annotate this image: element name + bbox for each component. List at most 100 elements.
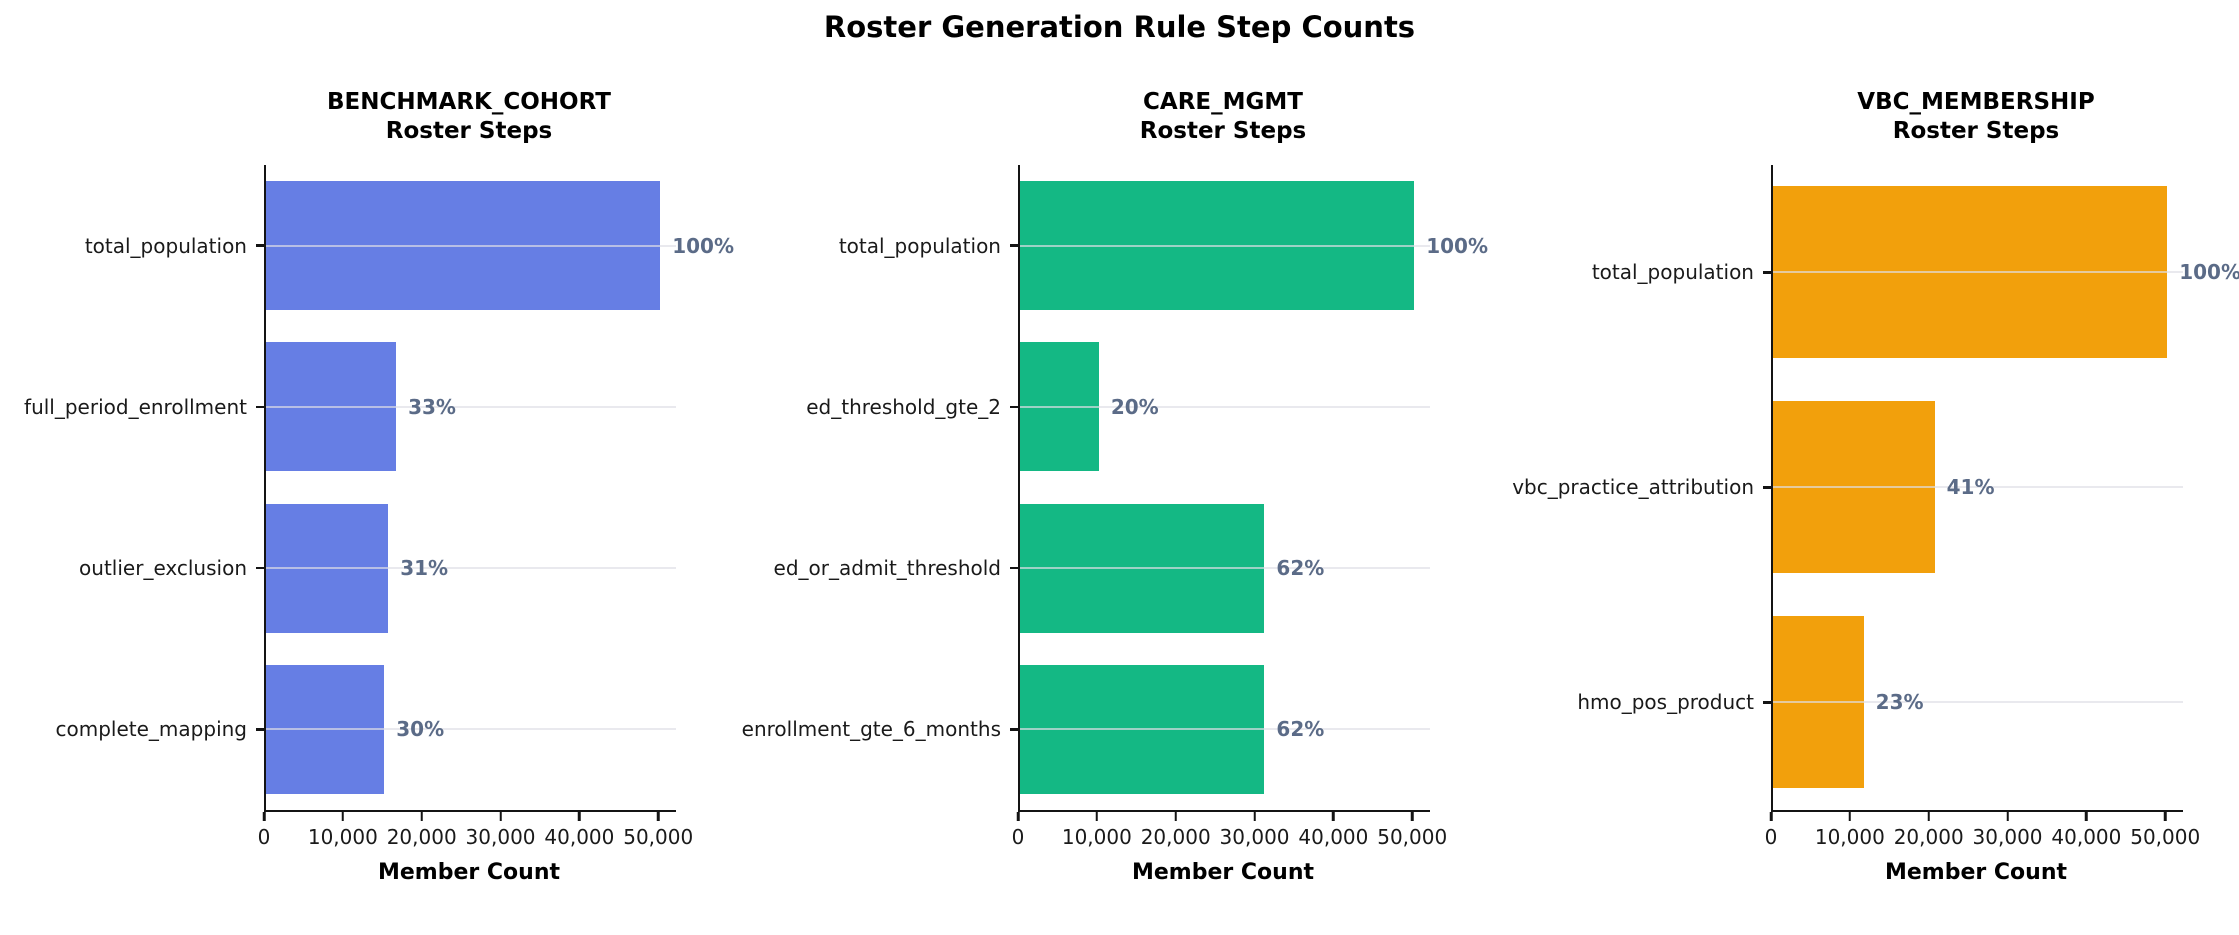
x-tick-label: 10,000 [307, 824, 378, 849]
x-tick-label: 30,000 [465, 824, 536, 849]
x-tick-mark [2085, 811, 2088, 821]
bar-value-label: 62% [1276, 556, 1325, 580]
x-tick-label: 30,000 [1972, 824, 2043, 849]
y-tick-mark [1763, 701, 1771, 704]
y-tick-label: hmo_pos_product [1577, 690, 1754, 715]
x-tick-label: 30,000 [1219, 824, 1290, 849]
subplot-title-line2: Roster Steps [385, 118, 553, 145]
x-tick-label: 40,000 [2051, 824, 2122, 849]
x-axis-title: Member Count [1131, 859, 1314, 885]
x-tick-mark [1927, 811, 1930, 821]
plot-area: 100% 20% 62% 62% [1018, 164, 1488, 812]
x-tick-mark [499, 811, 502, 821]
x-tick-label: 50,000 [2130, 824, 2201, 849]
gridline [1773, 486, 2183, 489]
subplot-title-line1: CARE_MGMT [1143, 89, 1303, 115]
y-tick-mark [256, 728, 264, 731]
bar-value-label: 62% [1276, 717, 1325, 742]
figure-title: Roster Generation Rule Step Counts [823, 10, 1416, 44]
bar-value-label: 33% [408, 394, 456, 419]
x-tick-mark [1769, 811, 1773, 821]
x-tick-mark [1016, 811, 1020, 821]
plot-row: total_population vbc_practice_attribution… [1492, 164, 2239, 812]
charts-row: BENCHMARK_COHORT Roster Steps total_popu… [0, 44, 2239, 885]
bar-value-label: 23% [1875, 690, 1924, 715]
x-tick-mark [1410, 811, 1414, 821]
gridline [1773, 271, 2183, 274]
x-tick-label: 20,000 [1140, 824, 1211, 849]
subplot-title: VBC_MEMBERSHIP Roster Steps [1771, 88, 2181, 147]
x-tick-mark [1253, 811, 1256, 821]
y-tick-label: outlier_exclusion [79, 556, 247, 580]
x-tick-mark [656, 811, 660, 821]
y-tick-mark [1763, 271, 1771, 274]
gridline [1020, 728, 1430, 731]
y-tick-mark [1010, 244, 1018, 247]
plot-area: 100% 41% 23% [1771, 164, 2239, 812]
gridline [266, 567, 676, 569]
plot-area: 100% 33% 31% 30% [264, 164, 734, 812]
figure-canvas: { "page_title": "Roster Generation Rule … [0, 10, 2239, 935]
subplot-vbc-membership: VBC_MEMBERSHIP Roster Steps total_popula… [1492, 44, 2239, 885]
bar-value-label: 31% [400, 556, 449, 580]
gridline [266, 405, 676, 408]
y-tick-label: ed_or_admit_threshold [773, 556, 1001, 580]
y-tick-label: total_population [1591, 260, 1754, 285]
x-tick-label: 0 [1011, 824, 1025, 849]
y-tick-label: total_population [84, 233, 247, 258]
x-tick-label: 50,000 [623, 824, 694, 849]
x-tick-label: 50,000 [1377, 824, 1448, 849]
y-tick-mark [1010, 728, 1018, 731]
y-tick-label: total_population [838, 233, 1001, 258]
bar-value-label: 100% [672, 233, 735, 258]
y-tick-label: ed_threshold_gte_2 [806, 394, 1001, 419]
y-tick-label: complete_mapping [55, 717, 247, 742]
y-tick-label: vbc_practice_attribution [1512, 475, 1754, 500]
x-tick-label: 20,000 [1893, 824, 1964, 849]
y-tick-mark [256, 566, 264, 570]
subplot-title-line2: Roster Steps [1892, 118, 2060, 145]
x-tick-mark [1095, 811, 1099, 821]
x-axis: 0 10,000 20,000 30,000 40,000 50,000 [1012, 811, 1447, 858]
bar-value-label: 30% [396, 717, 445, 742]
y-tick-mark [256, 405, 264, 408]
subplot-title: BENCHMARK_COHORT Roster Steps [264, 88, 674, 147]
x-tick-label: 40,000 [544, 824, 615, 849]
x-tick-mark [1332, 811, 1335, 821]
gridline [266, 728, 676, 731]
gridline [1773, 701, 2183, 704]
y-axis-labels: total_population ed_threshold_gte_2 ed_or_… [742, 165, 1018, 810]
x-tick-mark [578, 811, 581, 821]
y-tick-label: full_period_enrollment [24, 394, 247, 419]
x-axis-title: Member Count [1884, 859, 2067, 885]
y-tick-mark [1010, 566, 1018, 570]
subplot-benchmark-cohort: BENCHMARK_COHORT Roster Steps total_popu… [0, 44, 746, 885]
x-tick-label: 0 [257, 824, 271, 849]
x-tick-label: 10,000 [1061, 824, 1132, 849]
gridline [1020, 405, 1430, 408]
x-tick-label: 20,000 [386, 824, 457, 849]
plot-row: total_population ed_threshold_gte_2 ed_or_… [742, 164, 1492, 812]
bar-value-label: 100% [1426, 233, 1489, 258]
x-tick-label: 10,000 [1814, 824, 1885, 849]
x-axis: 0 10,000 20,000 30,000 40,000 50,000 [258, 811, 693, 858]
bar-value-label: 41% [1946, 475, 1995, 500]
x-tick-mark [1174, 811, 1177, 821]
gridline [1020, 244, 1430, 247]
x-tick-mark [2163, 811, 2167, 821]
x-tick-mark [1848, 811, 1852, 821]
subplot-title-line2: Roster Steps [1139, 118, 1307, 145]
y-axis-labels: total_population vbc_practice_attribution… [1492, 165, 1771, 810]
x-tick-mark [2006, 811, 2009, 821]
x-axis: 0 10,000 20,000 30,000 40,000 50,000 [1765, 811, 2200, 858]
y-tick-mark [1010, 405, 1018, 408]
subplot-title-line1: VBC_MEMBERSHIP [1857, 89, 2095, 115]
gridline [1020, 567, 1430, 569]
subplot-title: CARE_MGMT Roster Steps [1018, 88, 1428, 147]
bar-value-label: 20% [1110, 394, 1159, 419]
x-axis-title: Member Count [377, 859, 560, 885]
bar-value-label: 100% [2179, 260, 2239, 285]
